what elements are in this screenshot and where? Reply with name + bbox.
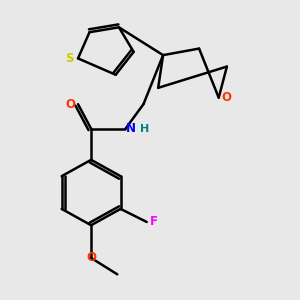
Text: O: O xyxy=(86,251,96,265)
Text: F: F xyxy=(150,215,158,229)
Text: O: O xyxy=(66,98,76,111)
Text: S: S xyxy=(66,52,74,65)
Text: O: O xyxy=(221,91,231,104)
Text: N: N xyxy=(126,122,136,135)
Text: H: H xyxy=(140,124,150,134)
